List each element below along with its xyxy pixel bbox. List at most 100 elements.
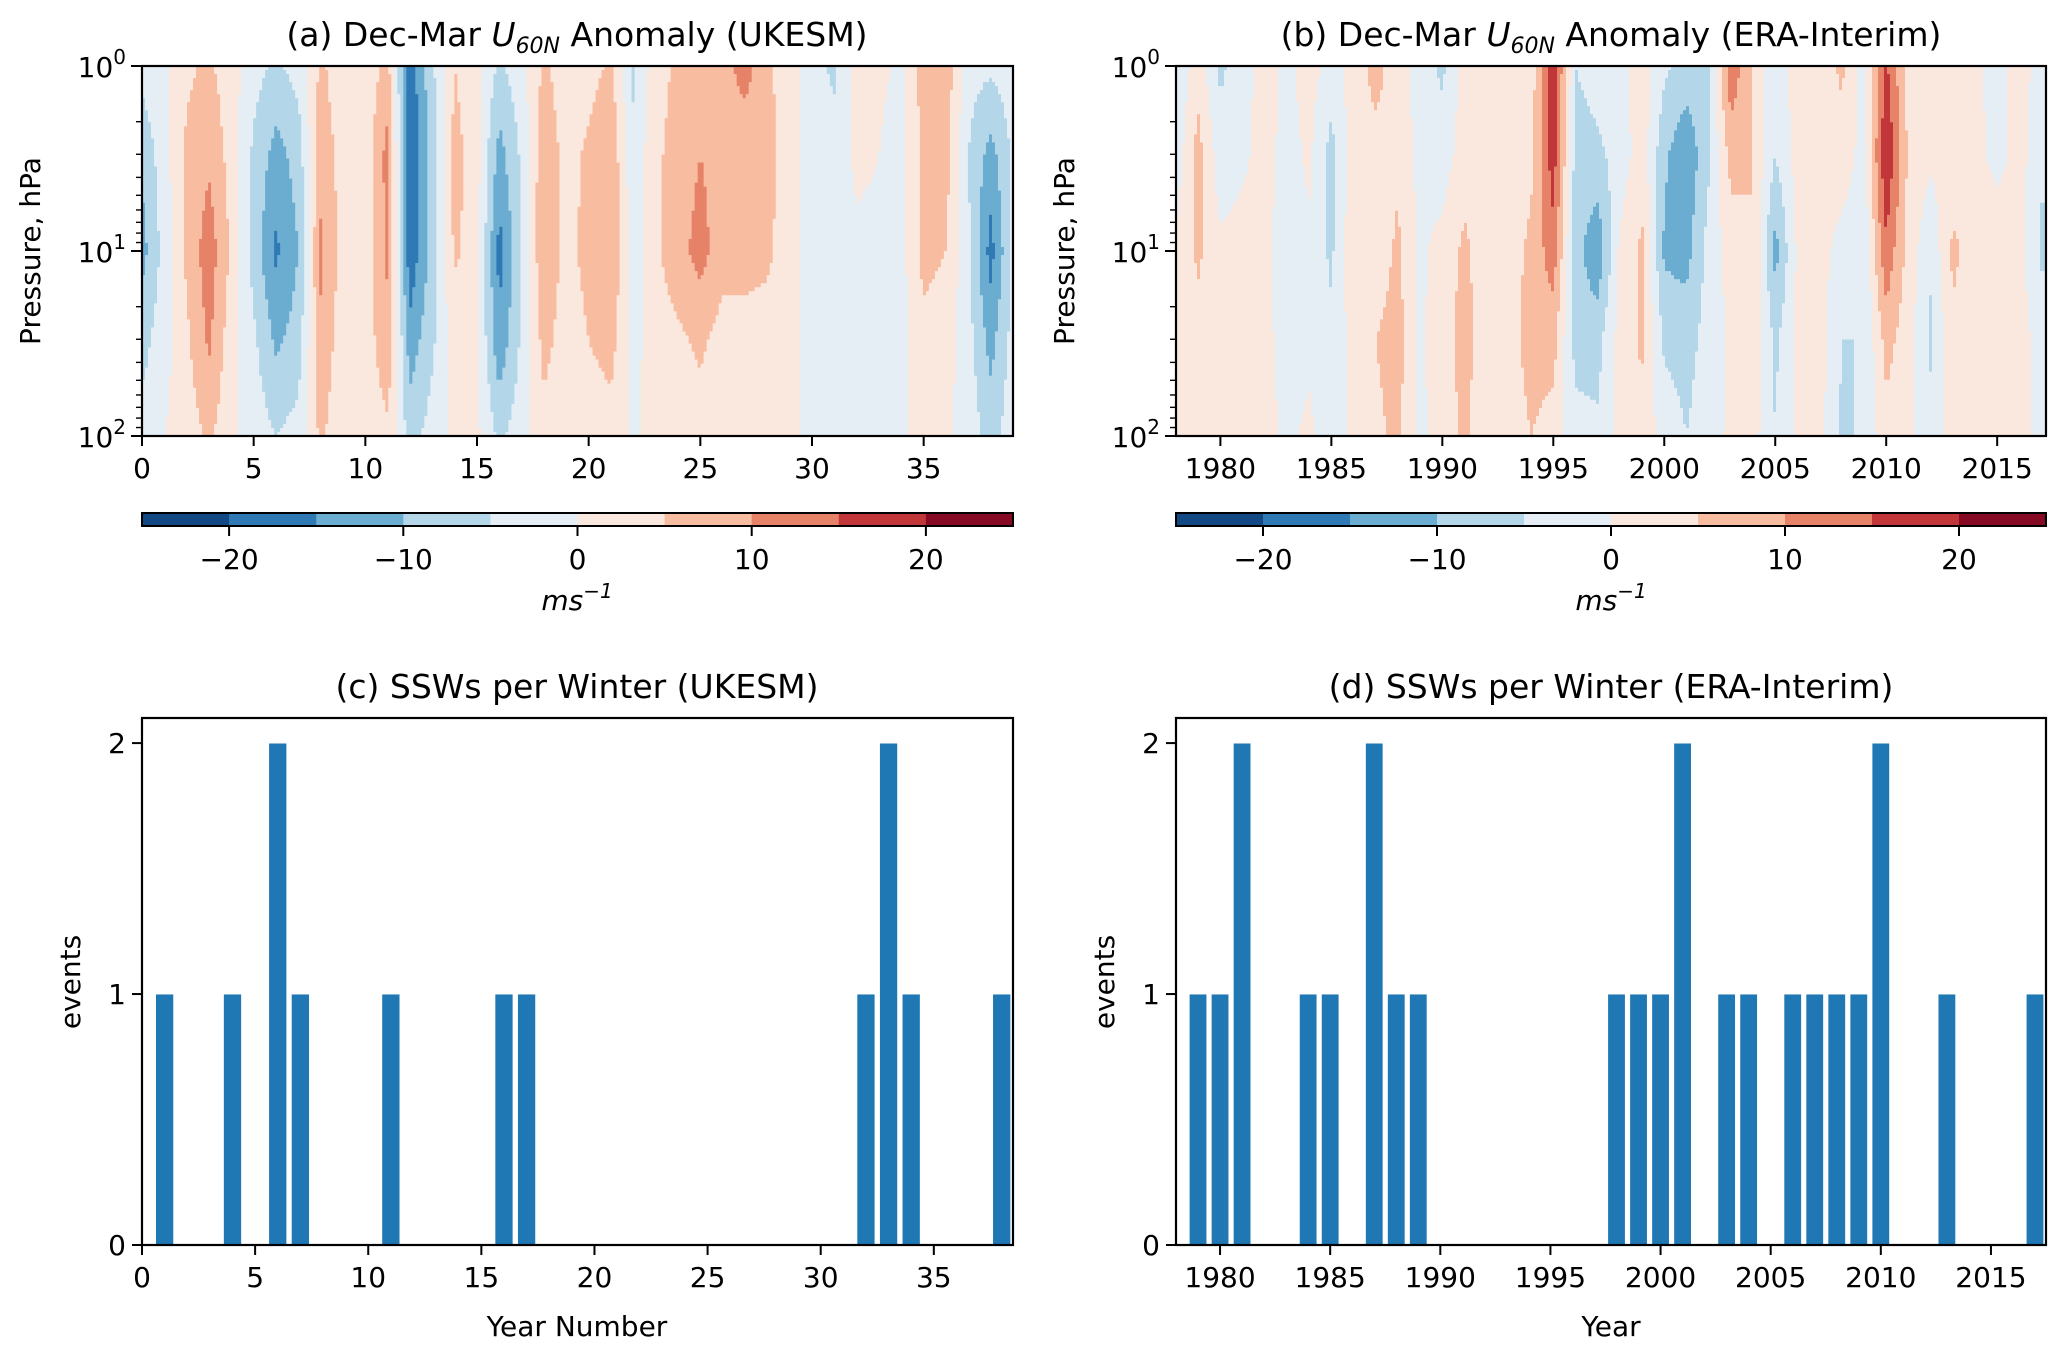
contour-cell (1713, 66, 1717, 437)
contour-cell (1884, 295, 1888, 381)
contour-cell (643, 142, 648, 437)
contour-cell (994, 66, 999, 87)
contour-cell (493, 66, 497, 75)
contour-cell (340, 66, 344, 437)
contour-cell (802, 66, 807, 437)
contour-cell (694, 182, 699, 272)
contour-cell (736, 86, 741, 296)
contour-cell (1392, 66, 1396, 240)
contour-cell (1006, 138, 1011, 333)
panel-c-axes: 0 5 10 15 20 25 30 35 0 1 2 (108, 716, 1015, 1294)
contour-cell (1560, 259, 1564, 437)
contour-cell (625, 186, 630, 437)
contour-cell (472, 66, 476, 437)
contour-cell (289, 82, 293, 180)
contour-cell (505, 74, 510, 176)
contour-cell (403, 295, 407, 421)
panel-b-anomaly-era-interim: (b) Dec-Mar U60N Anomaly (ERA-Interim) 1… (1048, 15, 2048, 485)
contour-cell (1392, 238, 1396, 437)
contour-cell (1338, 66, 1342, 437)
contour-cell (664, 118, 669, 284)
contour-cell (1003, 379, 1008, 437)
contour-cell (1458, 246, 1462, 437)
contour-cell (406, 267, 410, 357)
contour-cell (859, 198, 864, 437)
contour-cell (154, 66, 158, 168)
contour-cell (1785, 242, 1789, 264)
contour-cell (1899, 66, 1903, 304)
contour-cell (1683, 66, 1687, 111)
contour-cell (295, 267, 299, 401)
contour-cell (547, 66, 552, 365)
contour-cell (1734, 66, 1738, 99)
contour-cell (1881, 118, 1885, 180)
contour-cell (1590, 214, 1594, 292)
contour-cell (1869, 291, 1873, 437)
contour-cell (973, 66, 978, 103)
contour-cell (1470, 379, 1474, 437)
contour-cell (2028, 66, 2032, 83)
contour-cell (1311, 142, 1315, 417)
contour-cell (2040, 271, 2044, 437)
contour-cell (1422, 66, 1426, 437)
contour-cell (2025, 66, 2029, 168)
panel-d-axes: 1980 1985 1990 1995 2000 2005 2010 2015 0 1 2 (1142, 716, 2048, 1294)
contour-cell (658, 66, 663, 437)
contour-cell (673, 311, 678, 437)
contour-cell (193, 387, 197, 437)
contour-cell (1785, 66, 1789, 244)
y-tick-base: 10 (78, 51, 114, 84)
contour-cell (682, 331, 687, 437)
y-tick-label: 100 (78, 45, 126, 84)
contour-cell (1638, 238, 1642, 361)
contour-cell (1003, 66, 1008, 119)
contour-cell (661, 154, 666, 268)
contour-cell (277, 242, 281, 256)
contour-cell (988, 66, 993, 79)
contour-cell (1299, 66, 1303, 139)
contour-cell (1527, 419, 1531, 437)
contour-cell (982, 82, 987, 156)
contour-cell (733, 66, 738, 75)
contour-cell (1224, 66, 1228, 71)
contour-cell (1380, 319, 1384, 389)
contour-cell (754, 66, 759, 288)
bar (1651, 993, 1670, 1246)
contour-cell (1947, 66, 1951, 437)
x-tick-label: 1980 (1184, 1261, 1255, 1294)
contour-cell (193, 78, 197, 389)
contour-cell (418, 66, 422, 341)
contour-cell (2001, 174, 2005, 437)
contour-cell (199, 66, 203, 240)
contour-cell (316, 82, 320, 429)
contour-cell (589, 114, 594, 349)
contour-cell (1599, 66, 1603, 135)
contour-cell (712, 323, 717, 437)
contour-cell (1980, 66, 1984, 437)
contour-cell (742, 98, 747, 296)
contour-cell (376, 66, 380, 83)
contour-cell (544, 379, 549, 437)
contour-cell (1440, 90, 1444, 216)
contour-cell (973, 375, 978, 437)
contour-cell (1668, 70, 1672, 152)
contour-cell (1641, 226, 1645, 365)
contour-cell (1530, 194, 1534, 437)
y-tick-label: 2 (1142, 727, 1160, 760)
contour-cell (1746, 194, 1750, 437)
contour-cell (967, 142, 972, 204)
contour-cell (1455, 391, 1459, 437)
contour-cell (253, 118, 257, 320)
x-tick-label: 15 (464, 1261, 500, 1294)
contour-cell (1818, 66, 1822, 437)
contour-cell (1557, 206, 1561, 312)
contour-cell (556, 142, 561, 284)
contour-cell (964, 66, 969, 437)
contour-cell (373, 66, 377, 115)
contour-cell (178, 66, 182, 437)
contour-cell (1731, 110, 1735, 196)
contour-cell (1380, 90, 1384, 320)
contour-cell (1176, 66, 1180, 216)
contour-cell (1593, 295, 1597, 401)
contour-cell (1827, 66, 1831, 280)
